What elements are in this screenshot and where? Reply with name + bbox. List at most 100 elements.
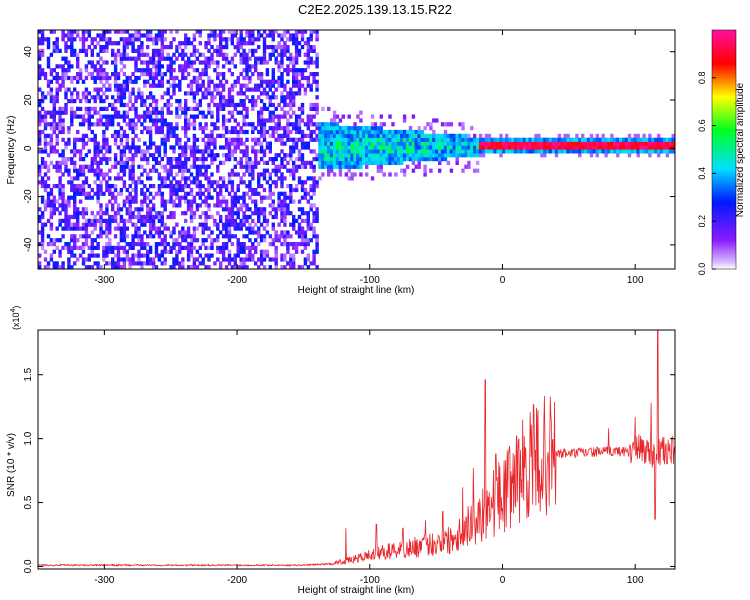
spectrogram-cell <box>651 145 655 150</box>
spectrogram-cell <box>257 180 261 185</box>
spectrogram-cell <box>119 91 124 96</box>
spectrogram-cell <box>61 30 65 34</box>
spectrogram-cell <box>175 180 179 185</box>
spectrogram-cell <box>219 133 223 138</box>
spectrogram-cell <box>330 168 334 173</box>
spectrogram-cell <box>286 242 290 247</box>
spectrogram-cell <box>598 149 602 154</box>
spectrogram-cell <box>601 149 605 154</box>
spectrogram-cell <box>213 60 217 65</box>
spectrogram-cell <box>321 129 325 135</box>
spectrogram-cell <box>64 160 68 165</box>
spectrogram-cell <box>96 118 100 123</box>
spectrogram-cell <box>140 222 144 227</box>
spectrogram-cell <box>671 133 675 138</box>
spectrogram-cell <box>52 149 56 154</box>
spectrogram-cell <box>151 56 156 61</box>
spectrogram-cell <box>40 30 45 34</box>
spectrogram-cell <box>207 137 211 142</box>
spectrogram-cell <box>537 145 541 150</box>
spectrogram-cell <box>201 230 205 235</box>
spectrogram-cell <box>651 137 655 142</box>
spectrogram-cell <box>111 214 115 220</box>
spectrogram-cell <box>146 72 150 77</box>
spectrogram-cell <box>397 137 401 142</box>
spectrogram-cell <box>391 122 395 127</box>
spectrogram-cell <box>61 160 65 165</box>
spectrogram-cell <box>125 234 129 239</box>
spectrogram-cell <box>157 83 162 88</box>
spectrogram-cell <box>230 56 235 61</box>
spectrogram-cell <box>175 249 179 254</box>
spectrogram-cell <box>303 68 308 73</box>
spectrogram-cell <box>251 187 255 193</box>
spectrogram-cell <box>464 149 468 154</box>
spectrogram-cell <box>540 149 544 154</box>
spectrogram-cell <box>78 68 83 73</box>
spectrogram-cell <box>318 176 322 181</box>
spectrogram-cell <box>154 160 159 165</box>
spectrogram-cell <box>362 141 366 146</box>
spectrogram-cell <box>283 230 287 235</box>
spectrogram-cell <box>289 168 293 173</box>
spectrogram-cell <box>668 137 672 142</box>
spectrogram-cell <box>458 133 462 138</box>
spectrogram-cell <box>283 52 287 57</box>
spectrogram-cell <box>262 234 267 239</box>
spectrogram-cell <box>420 153 424 158</box>
spectrogram-cell <box>213 83 217 88</box>
spectrogram-cell <box>178 187 182 193</box>
spectrogram-cell <box>64 106 68 111</box>
spectrogram-cell <box>227 110 232 115</box>
spectrogram-cell <box>78 99 83 104</box>
spectrogram-cell <box>394 160 398 165</box>
spectrogram-cell <box>40 199 45 204</box>
spectrogram-cell <box>502 145 506 150</box>
spectrogram-cell <box>125 199 129 204</box>
spectrogram-cell <box>81 30 86 34</box>
spectrogram-cell <box>230 184 235 189</box>
spectrogram-cell <box>283 41 287 46</box>
spectrogram-cell <box>306 133 310 138</box>
spectrogram-cell <box>330 149 334 154</box>
spectrogram-cell <box>181 145 185 150</box>
spectrogram-cell <box>227 214 232 220</box>
spectrogram-cell <box>347 176 351 181</box>
spectrogram-cell <box>330 145 334 150</box>
spectrogram-cell <box>154 191 159 196</box>
spectrogram-cell <box>257 257 261 262</box>
spectrogram-cell <box>207 83 211 88</box>
spectrogram-cell <box>242 56 246 61</box>
spectrogram-cell <box>572 141 576 146</box>
spectrogram-cell <box>230 83 235 88</box>
spectrogram-cell <box>143 141 147 146</box>
spectrogram-cell <box>160 48 164 53</box>
spectrogram-cell <box>318 126 322 131</box>
spectrogram-cell <box>61 157 65 162</box>
spectrogram-cell <box>219 102 223 108</box>
spectrogram-cell <box>43 207 48 212</box>
spectrogram-cell <box>280 106 284 111</box>
spectrogram-cell <box>102 253 106 258</box>
spectrogram-cell <box>239 149 243 154</box>
spectrogram-cell <box>181 265 185 269</box>
spectrogram-cell <box>146 33 150 38</box>
spectrogram-cell <box>309 137 313 142</box>
spectrogram-cell <box>578 141 582 146</box>
spectrogram-cell <box>58 184 62 189</box>
spectrogram-cell <box>172 187 176 193</box>
spectrogram-cell <box>93 172 97 177</box>
spectrogram-cell <box>563 141 567 146</box>
spectrogram-cell <box>257 191 261 196</box>
spectrogram-cell <box>40 176 45 181</box>
spectrogram-cell <box>163 45 167 50</box>
spectrogram-cell <box>128 184 132 189</box>
spectrogram-cell <box>289 99 293 104</box>
spectrogram-cell <box>239 137 243 142</box>
spectrogram-cell <box>184 106 188 111</box>
spectrogram-cell <box>111 133 115 138</box>
spectrogram-cell <box>257 60 261 65</box>
spectrogram-cell <box>283 153 287 158</box>
spectrogram-cell <box>128 265 132 269</box>
spectrogram-cell <box>315 110 319 115</box>
